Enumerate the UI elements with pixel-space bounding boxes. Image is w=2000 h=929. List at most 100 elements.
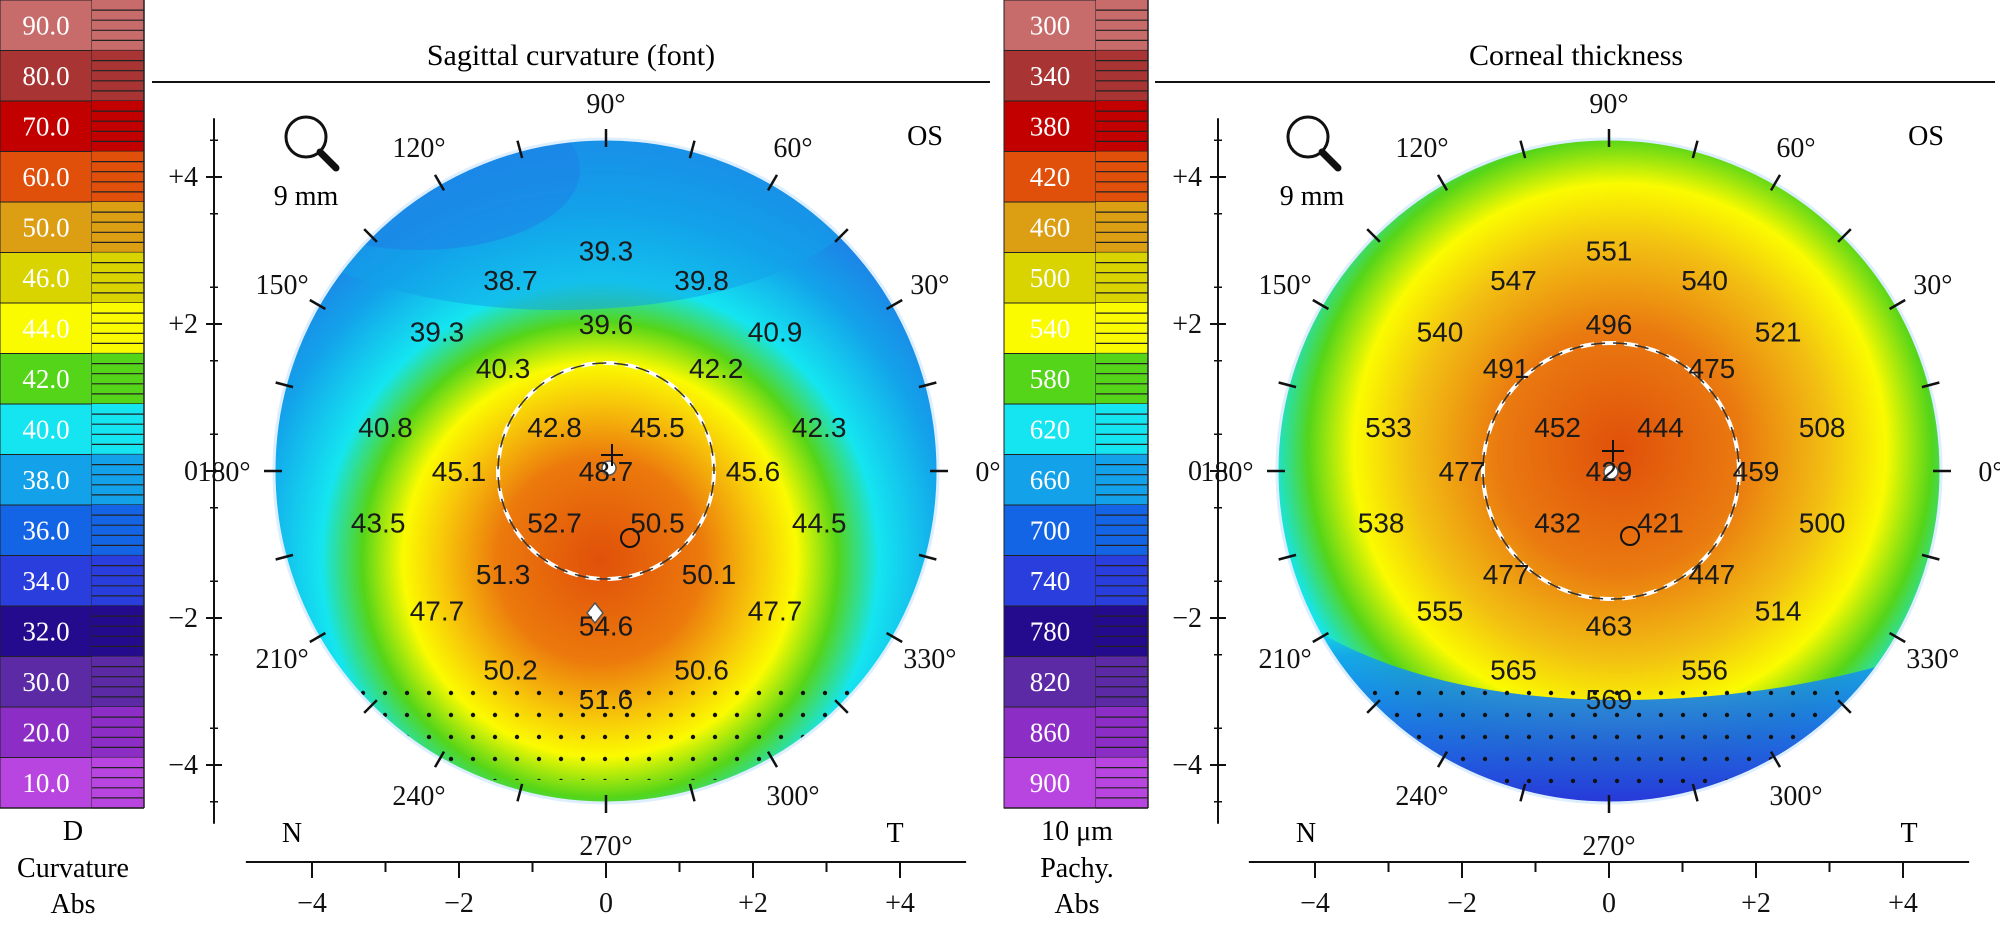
angle-tick [309,298,327,311]
scale-label: 30.0 [22,667,69,697]
angle-tick [433,750,446,768]
angle-label: 150° [1259,270,1312,301]
ruler-band [1096,505,1148,556]
ruler-band [1096,202,1148,253]
ruler-band [92,404,144,455]
curvature-color-scale: 90.0 80.0 70.0 60.0 50.0 46.0 44.0 42.0 40.0 38.0… [0,0,93,809]
map-value: 54.6 [579,610,634,641]
angle-label: 270° [579,831,632,862]
map-value: 39.6 [579,309,634,340]
curvature-map: 39.3 38.7 39.8 39.6 39.3 40.9 40.3 42.2 40.8 42.3… [272,137,940,805]
scale-swatch [1003,504,1097,556]
angle-tick [1278,553,1297,561]
x-tick-label: −4 [1300,888,1330,919]
angle-tick [1691,140,1699,159]
scale-swatch [1003,706,1097,758]
scale-swatch [0,656,93,708]
angle-label: 60° [773,133,812,164]
angle-tick [1837,228,1852,243]
scale-label: 50.0 [22,212,69,242]
angle-tick [1837,699,1852,714]
ruler-band [1096,656,1148,707]
scale-label: 540 [1030,313,1071,343]
x-tick-label: +2 [738,888,768,919]
angle-label: 150° [256,270,309,301]
angle-label: 90° [1589,89,1628,120]
angle-label: 0° [1978,457,2000,488]
map-value: 540 [1417,316,1464,347]
ruler-band [92,606,144,657]
map-value: 477 [1439,456,1486,487]
scale-label: 46.0 [22,263,69,293]
map-value: 40.3 [476,353,531,384]
ruler-band [1096,555,1148,606]
scale-label: 620 [1030,414,1071,444]
ruler-band [92,101,144,152]
curvature-map-title: Sagittal curvature (font) [427,39,715,72]
y-tick-label: 0 [1188,456,1202,487]
angle-tick [1921,381,1940,389]
angle-label: 300° [1769,781,1822,812]
y-tick-label: +4 [168,162,198,193]
angle-label: 330° [903,644,956,675]
angle-label: 30° [910,270,949,301]
scale-label: 40.0 [22,414,69,444]
ruler-band [92,303,144,354]
map-value: 521 [1755,316,1802,347]
map-value: 39.3 [579,236,634,267]
thickness-lens-label: 9 mm [1280,181,1345,212]
map-value: 551 [1586,236,1633,267]
angle-tick [885,631,903,644]
map-value: 44.5 [792,507,847,538]
scale-label: 460 [1030,212,1071,242]
thickness-apex-marker [1603,464,1619,480]
ruler-band [1096,50,1148,101]
map-value: 452 [1534,412,1581,443]
thickness-magnifier-icon [1286,115,1342,172]
angle-label: 180° [1200,457,1253,488]
map-value: 538 [1358,507,1405,538]
scale-label: 420 [1030,162,1071,192]
map-value: 477 [1483,559,1530,590]
map-value: 47.7 [748,596,803,627]
scale-swatch [1003,353,1097,405]
map-value: 40.8 [358,412,413,443]
thickness-color-scale: 300 340 380 420 460 500 540 580 620 660 700 740 780 8… [1003,0,1097,809]
curvature-magnifier-icon [284,115,340,172]
map-value: 444 [1637,412,1684,443]
angle-tick [688,783,696,802]
map-value: 42.8 [527,412,582,443]
scale-label: 34.0 [22,566,69,596]
thickness-scale-mode: Abs [1054,889,1099,920]
angle-label: 120° [1395,133,1448,164]
angle-label: 270° [1582,831,1635,862]
scale-swatch [1003,50,1097,102]
curvature-scale-mode: Abs [50,889,95,920]
angle-tick [1691,783,1699,802]
map-value: 40.9 [748,316,803,347]
y-tick-label: −2 [1172,603,1202,634]
thickness-panel: 300 340 380 420 460 500 540 580 620 660 700 740 780 8… [1003,0,2000,920]
y-tick-label: +2 [168,309,198,340]
map-value: 45.5 [630,412,685,443]
ruler-band [92,0,144,51]
map-value: 540 [1681,265,1728,296]
x-tick-label: +4 [1888,888,1918,919]
map-value: 533 [1365,412,1412,443]
angle-tick [363,699,378,714]
curvature-thinnest-marker [586,601,604,625]
angle-tick [1366,228,1381,243]
angle-tick [688,140,696,159]
angle-tick [766,750,779,768]
map-value: 43.5 [351,507,406,538]
angle-label: 90° [586,89,625,120]
scale-label: 38.0 [22,465,69,495]
map-value: 51.3 [476,559,531,590]
map-value: 432 [1534,507,1581,538]
angle-tick [1436,174,1449,192]
curvature-nasal-label: N [282,818,302,849]
angle-tick [1769,174,1782,192]
angle-tick [834,699,849,714]
y-tick-label: +4 [1172,162,1202,193]
